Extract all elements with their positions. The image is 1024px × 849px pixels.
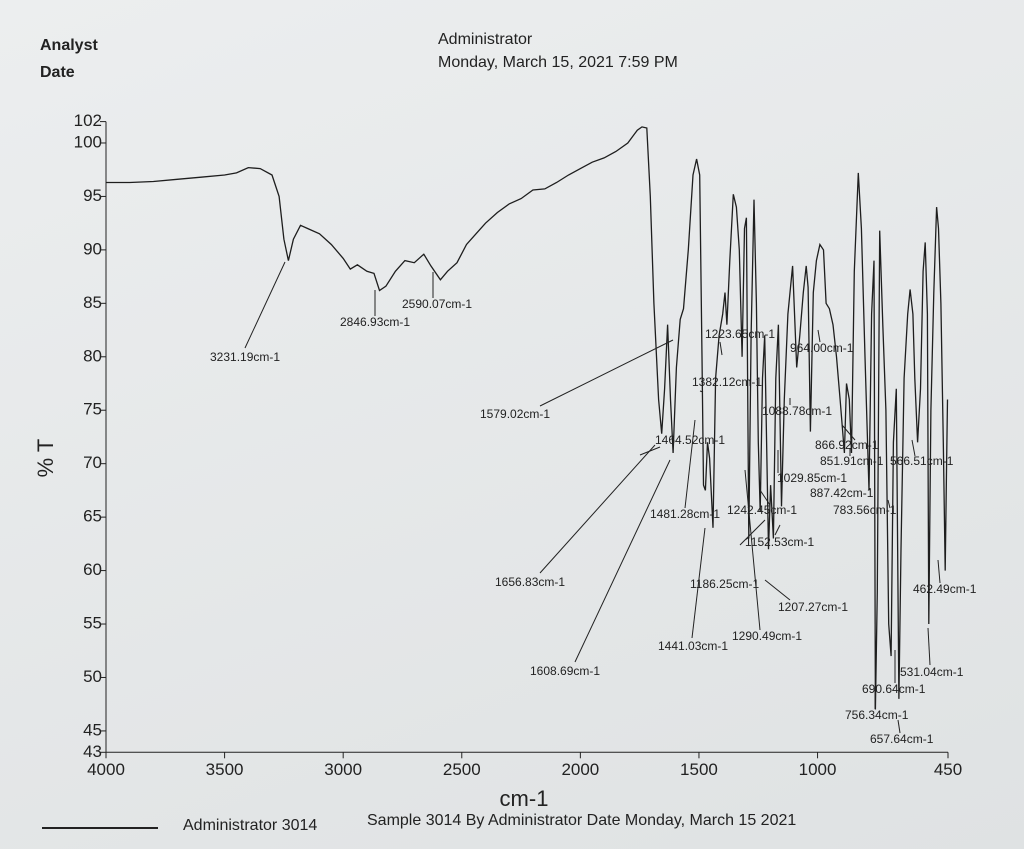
peak-label: 2846.93cm-1 xyxy=(340,315,410,329)
x-tick-label: 3500 xyxy=(206,760,244,779)
peak-label: 1207.27cm-1 xyxy=(778,600,848,614)
y-tick-label: 65 xyxy=(83,507,102,526)
leader-line xyxy=(691,527,706,639)
y-tick-label: 43 xyxy=(83,742,102,761)
leader-line xyxy=(759,489,771,506)
x-tick-label: 450 xyxy=(934,760,962,779)
y-tick-label: 100 xyxy=(74,132,102,151)
leader-line xyxy=(699,390,704,393)
leader-line xyxy=(937,559,941,584)
peak-label: 1382.12cm-1 xyxy=(692,375,762,389)
leader-line xyxy=(739,519,766,546)
peak-label: 657.64cm-1 xyxy=(870,732,934,746)
peak-label: 3231.19cm-1 xyxy=(210,350,280,364)
peak-label: 462.49cm-1 xyxy=(913,582,977,596)
peak-label: 1579.02cm-1 xyxy=(480,407,550,421)
y-tick-label: 50 xyxy=(83,667,102,686)
peak-label: 1608.69cm-1 xyxy=(530,664,600,678)
leader-line xyxy=(764,579,791,601)
leader-line xyxy=(539,339,674,407)
peak-label: 1464.52cm-1 xyxy=(655,433,725,447)
leader-line xyxy=(574,459,671,663)
peak-label: 2590.07cm-1 xyxy=(402,297,472,311)
leader-line xyxy=(774,524,781,536)
peak-label: 1290.49cm-1 xyxy=(732,629,802,643)
x-tick-label: 1500 xyxy=(680,760,718,779)
leader-line xyxy=(841,424,856,441)
x-axis-label: cm-1 xyxy=(500,786,549,811)
leader-line xyxy=(744,469,761,631)
y-tick-label: 95 xyxy=(83,186,102,205)
peak-label: 1656.83cm-1 xyxy=(495,575,565,589)
leader-line xyxy=(244,261,286,349)
peak-label: 1481.28cm-1 xyxy=(650,507,720,521)
y-tick-label: 80 xyxy=(83,346,102,365)
peak-label: 1029.85cm-1 xyxy=(777,471,847,485)
x-tick-label: 3000 xyxy=(324,760,362,779)
leader-line xyxy=(887,499,891,509)
y-tick-label: 60 xyxy=(83,560,102,579)
leader-line xyxy=(927,627,931,666)
peak-label: 690.64cm-1 xyxy=(862,682,926,696)
legend-entry: Administrator 3014 xyxy=(183,817,317,834)
x-tick-label: 2000 xyxy=(561,760,599,779)
y-tick-label: 70 xyxy=(83,453,102,472)
y-tick-label: 75 xyxy=(83,400,102,419)
x-tick-label: 2500 xyxy=(443,760,481,779)
peak-label: 1242.45cm-1 xyxy=(727,503,797,517)
peak-label: 566.51cm-1 xyxy=(890,454,954,468)
peak-label: 866.92cm-1 xyxy=(815,438,879,452)
y-tick-label: 85 xyxy=(83,293,102,312)
leader-line xyxy=(897,719,901,734)
date-label: Date xyxy=(40,64,75,81)
peak-label: 1223.65cm-1 xyxy=(705,327,775,341)
y-axis-label: % T xyxy=(33,439,58,478)
spectrum-line xyxy=(106,126,949,710)
y-tick-label: 55 xyxy=(83,614,102,633)
y-tick-label: 45 xyxy=(83,720,102,739)
analyst-label: Analyst xyxy=(40,37,98,54)
peak-label: 1441.03cm-1 xyxy=(658,639,728,653)
peak-label: 964.00cm-1 xyxy=(790,341,854,355)
peak-label: 531.04cm-1 xyxy=(900,665,964,679)
x-tick-label: 4000 xyxy=(87,760,125,779)
peak-label: 851.91cm-1 xyxy=(820,454,884,468)
leader-line xyxy=(817,329,821,343)
operator: Administrator xyxy=(438,31,533,48)
peak-label: 1152.53cm-1 xyxy=(745,535,814,549)
leader-line xyxy=(911,439,916,457)
leader-line xyxy=(719,341,723,356)
leader-line xyxy=(539,444,656,574)
peak-label: 1088.78cm-1 xyxy=(762,404,832,418)
peak-label: 756.34cm-1 xyxy=(845,708,909,722)
footer-note: Sample 3014 By Administrator Date Monday… xyxy=(367,812,796,829)
y-tick-label: 90 xyxy=(83,239,102,258)
x-tick-label: 1000 xyxy=(799,760,837,779)
y-tick-label: 102 xyxy=(74,111,102,130)
peak-label: 887.42cm-1 xyxy=(810,486,874,500)
datetime: Monday, March 15, 2021 7:59 PM xyxy=(438,54,678,71)
leader-line xyxy=(684,419,696,509)
peak-label: 783.56cm-1 xyxy=(833,503,897,517)
peak-label: 1186.25cm-1 xyxy=(690,577,759,591)
